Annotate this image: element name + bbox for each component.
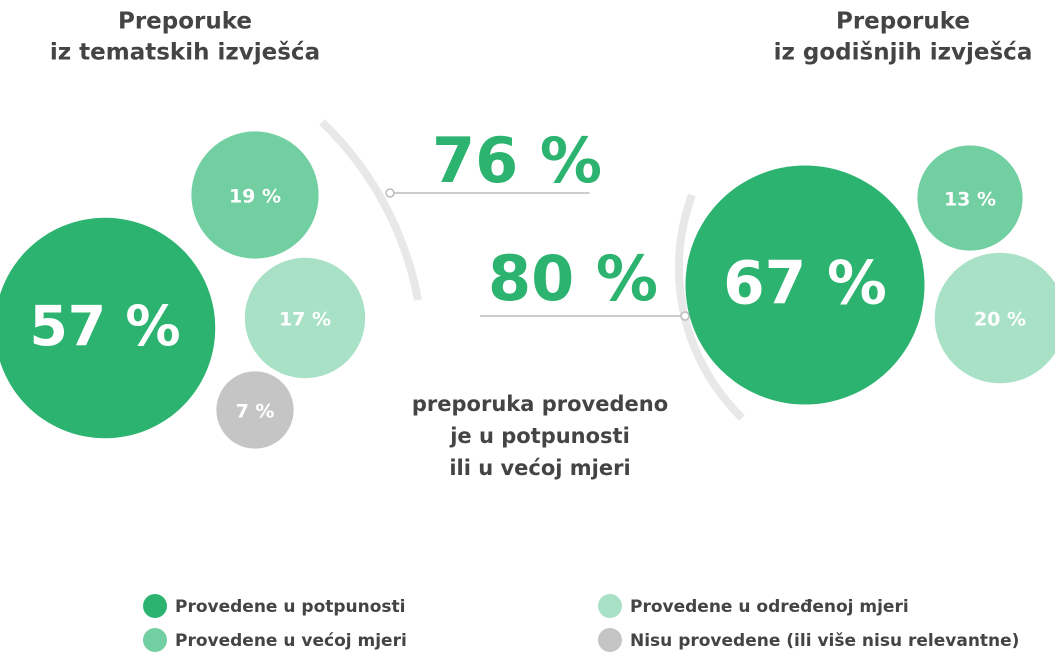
- bubble-label: 57 %: [29, 294, 180, 358]
- bubble-label: 20 %: [974, 309, 1026, 331]
- legend-swatch: [143, 628, 167, 652]
- bubble-label: 67 %: [723, 250, 887, 319]
- total-label: 80 %: [488, 242, 658, 315]
- chart-title: iz godišnjih izvješća: [774, 40, 1033, 66]
- bubble-label: 13 %: [944, 189, 996, 211]
- legend-swatch: [598, 628, 622, 652]
- total-label: 76 %: [432, 124, 602, 197]
- annotation: preporuka provedeno: [412, 392, 668, 416]
- bubble: [191, 131, 319, 259]
- bubble: [685, 165, 925, 405]
- bubble-label: 7 %: [236, 401, 275, 423]
- chart-title: Preporuke: [836, 9, 970, 35]
- annotation: ili u većoj mjeri: [449, 456, 630, 480]
- annotation: je u potpunosti: [449, 424, 630, 448]
- bubble: [216, 371, 294, 449]
- line-dot: [385, 188, 395, 198]
- legend-swatch: [143, 594, 167, 618]
- bubble: [917, 145, 1023, 251]
- chart-title: Preporuke: [118, 9, 252, 35]
- bubble: [934, 252, 1055, 384]
- bubble-label: 19 %: [229, 186, 281, 208]
- bubble: [244, 257, 366, 379]
- legend-label: Provedene u potpunosti: [175, 597, 406, 617]
- legend-label: Provedene u određenoj mjeri: [630, 597, 909, 617]
- legend-label: Nisu provedene (ili više nisu relevantne…: [630, 631, 1019, 651]
- bubble: [0, 217, 216, 439]
- line-dot: [680, 311, 690, 321]
- bubble-label: 17 %: [279, 309, 331, 331]
- legend-swatch: [598, 594, 622, 618]
- arc: [319, 119, 422, 301]
- legend-label: Provedene u većoj mjeri: [175, 631, 407, 651]
- chart-title: iz tematskih izvješća: [50, 40, 320, 66]
